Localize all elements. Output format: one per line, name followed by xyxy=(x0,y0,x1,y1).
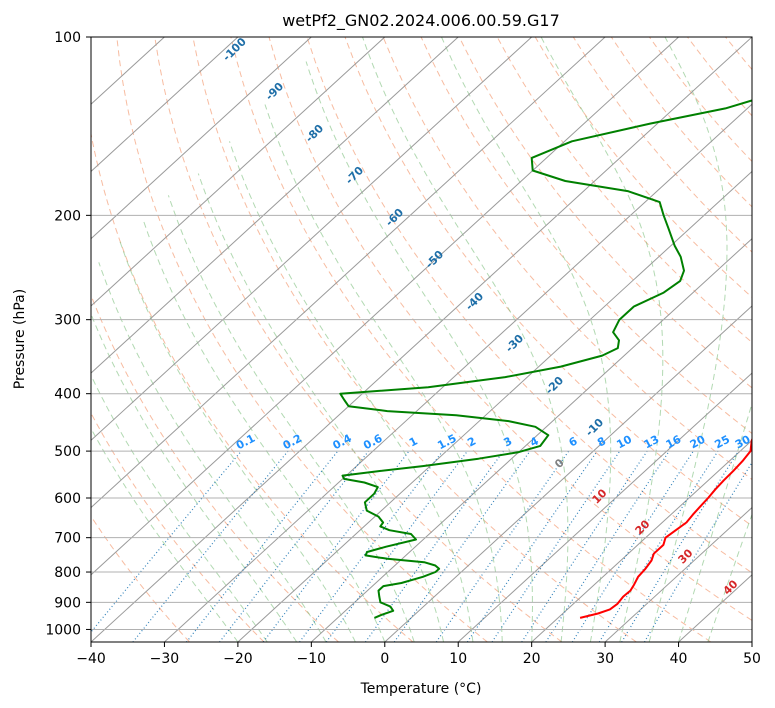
moist-adiabat-line xyxy=(197,173,444,642)
isotherm-line xyxy=(91,37,533,442)
isotherm-line xyxy=(384,305,752,642)
dry-adiabat-line xyxy=(764,37,775,642)
mixing-ratio-line xyxy=(643,461,752,642)
mixing-ratio-line xyxy=(466,450,598,642)
isotherm-line xyxy=(91,37,386,307)
mixing-ratio-line xyxy=(545,450,670,642)
x-tick-label: 40 xyxy=(670,651,688,667)
mixing-ratio-line xyxy=(132,450,289,642)
mixing-ratio-label: 10 xyxy=(614,433,634,452)
profile-line xyxy=(579,437,752,619)
moist-adiabat-line xyxy=(91,374,268,642)
x-tick-label: −30 xyxy=(150,651,180,667)
isotherm-line xyxy=(237,170,752,642)
x-tick-label: −10 xyxy=(297,651,327,667)
mixing-ratio-line xyxy=(393,450,531,642)
moist-adiabat-line xyxy=(143,221,386,642)
isotherm-line xyxy=(751,641,752,642)
isotherm-line xyxy=(91,37,459,374)
isotherm-line xyxy=(164,103,752,642)
x-tick-label: −40 xyxy=(76,651,106,667)
isotherm-line xyxy=(457,372,752,642)
isotherm-line xyxy=(91,37,312,240)
isotherm-line xyxy=(531,439,752,642)
y-tick-label: 900 xyxy=(54,595,81,611)
x-tick-label: 30 xyxy=(596,651,614,667)
x-tick-label: 0 xyxy=(380,651,389,667)
moist-adiabat-line xyxy=(648,37,728,642)
mixing-ratio-line xyxy=(491,450,621,642)
dry-adiabat-line xyxy=(154,37,563,642)
y-tick-label: 600 xyxy=(54,491,81,507)
mixing-ratio-line xyxy=(621,450,739,642)
mixing-ratio-label: 20 xyxy=(688,433,708,452)
moist-adiabat-line xyxy=(441,37,612,642)
y-tick-label: 400 xyxy=(54,387,81,403)
isotherm-line xyxy=(91,37,752,642)
isotherm-line xyxy=(91,37,606,509)
moist-adiabat-line xyxy=(707,513,752,642)
dry-adiabat-line xyxy=(116,37,488,642)
moist-adiabat-line xyxy=(91,312,298,642)
mixing-ratio-line xyxy=(219,450,370,642)
dry-adiabat-line xyxy=(306,37,752,574)
dry-adiabat-line xyxy=(344,37,752,527)
mixing-ratio-line xyxy=(598,450,719,642)
chart-title: wetPf2_GN02.2024.006.00.59.G17 xyxy=(282,11,560,31)
moist-adiabat-line xyxy=(540,37,664,642)
x-tick-label: 50 xyxy=(743,651,761,667)
x-tick-label: 20 xyxy=(523,651,541,667)
profile-line xyxy=(339,99,752,619)
y-tick-label: 100 xyxy=(54,30,81,46)
dry-adiabat-line xyxy=(91,412,265,642)
y-tick-label: 1000 xyxy=(45,622,81,638)
axes: −40 −30 −20 −10 0 10 20 30 40 50 100 200 300 400 500 60… xyxy=(45,30,761,667)
y-axis-label: Pressure (hPa) xyxy=(12,289,28,389)
mixing-ratio-line xyxy=(435,450,570,642)
mixing-ratio-label: 13 xyxy=(642,433,662,452)
moist-adiabat-line xyxy=(264,104,503,642)
profile-series xyxy=(339,99,752,619)
dry-adiabat-line xyxy=(91,131,414,642)
plot-frame xyxy=(90,36,753,643)
x-tick-label: 10 xyxy=(449,651,467,667)
moist-adiabat-line xyxy=(167,195,415,642)
y-tick-label: 800 xyxy=(54,565,81,581)
isotherm-line xyxy=(310,237,752,642)
moist-adiabat-line xyxy=(678,401,752,642)
moist-adiabat-line xyxy=(362,37,569,642)
moist-adiabat-line xyxy=(305,61,533,642)
mixing-ratio-label: 30 xyxy=(733,433,753,452)
dry-adiabat-line xyxy=(268,37,752,622)
moist-adiabat-line xyxy=(118,239,356,642)
x-axis-label: Temperature (°C) xyxy=(360,681,482,697)
y-tick-label: 200 xyxy=(54,208,81,224)
isotherm-line xyxy=(91,37,679,576)
isotherm-line xyxy=(604,506,752,642)
mixing-ratio-label: 25 xyxy=(712,433,732,452)
mixing-ratio-line xyxy=(365,450,504,642)
y-tick-label: 300 xyxy=(54,313,81,329)
dry-adiabat-line xyxy=(91,515,190,642)
dry-adiabat-line xyxy=(192,37,637,642)
mixing-ratio-label: 36 xyxy=(754,433,774,452)
y-tick-label: 700 xyxy=(54,531,81,547)
y-tick-label: 500 xyxy=(54,444,81,460)
background-lines xyxy=(91,37,775,642)
moist-adiabat-line xyxy=(91,427,239,642)
isotherm-line xyxy=(91,37,239,173)
moist-adiabat-line xyxy=(98,262,327,642)
mixing-ratio-label: 16 xyxy=(664,433,684,452)
x-tick-label: −20 xyxy=(223,651,253,667)
